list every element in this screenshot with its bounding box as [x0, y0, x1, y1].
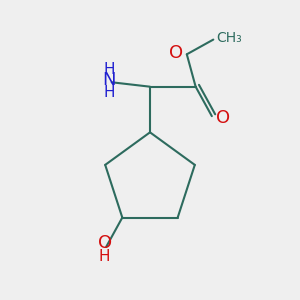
Text: O: O [216, 110, 230, 128]
Text: O: O [169, 44, 183, 62]
Text: H: H [103, 62, 115, 77]
Text: H: H [103, 85, 115, 100]
Text: CH₃: CH₃ [217, 31, 242, 45]
Text: N: N [103, 71, 116, 89]
Text: H: H [99, 249, 110, 264]
Text: O: O [98, 235, 112, 253]
